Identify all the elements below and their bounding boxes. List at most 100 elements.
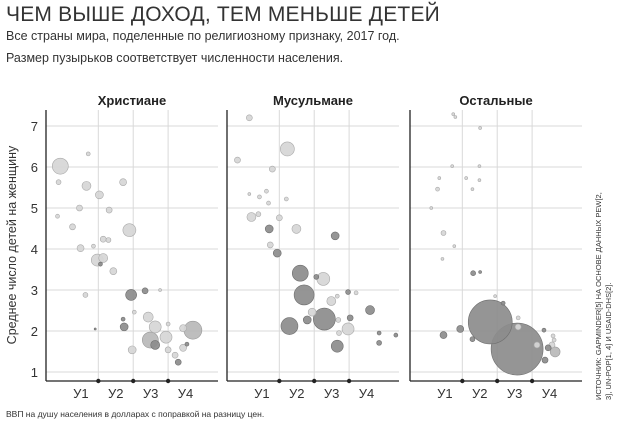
data-bubble — [76, 244, 85, 252]
data-bubble — [439, 331, 448, 339]
data-bubble — [470, 187, 475, 191]
data-bubble — [551, 337, 557, 343]
data-bubble — [264, 188, 269, 194]
data-bubble — [544, 344, 552, 352]
data-bubble — [148, 320, 162, 334]
data-bubble — [346, 314, 354, 322]
data-bubble — [435, 186, 440, 192]
y-tick-label: 4 — [31, 242, 38, 257]
data-bubble — [91, 243, 96, 249]
x-tick-label: У3 — [324, 386, 340, 401]
data-bubble — [335, 317, 342, 323]
panel-title: Остальные — [459, 93, 532, 108]
data-bubble — [122, 223, 137, 237]
x-tick-label: У2 — [472, 386, 488, 401]
data-bubble — [429, 206, 434, 210]
x-tick-label: У4 — [178, 386, 194, 401]
data-bubble — [345, 289, 351, 295]
data-bubble — [541, 327, 547, 333]
data-bubble — [330, 231, 340, 241]
data-bubble — [255, 211, 262, 217]
data-bubble — [158, 288, 162, 292]
data-bubble — [334, 293, 340, 299]
data-bubble — [280, 141, 295, 157]
y-tick-label: 7 — [31, 119, 38, 134]
data-bubble — [150, 340, 160, 350]
data-bubble — [105, 206, 113, 214]
y-tick-label: 5 — [31, 201, 38, 216]
data-bubble — [437, 176, 442, 180]
data-bubble — [266, 200, 271, 206]
panel-title: Мусульмане — [273, 93, 353, 108]
data-bubble — [326, 296, 337, 306]
data-bubble — [452, 244, 457, 248]
data-bubble — [284, 196, 289, 202]
data-bubble — [376, 330, 382, 336]
x-tick-label: У4 — [359, 386, 375, 401]
y-axis-label: Среднее число детей на женщину — [5, 145, 19, 344]
data-bubble — [440, 257, 445, 261]
data-bubble — [142, 311, 154, 323]
data-bubble — [291, 224, 302, 234]
x-axis-tick-dot — [346, 378, 352, 384]
x-tick-label: У4 — [542, 386, 558, 401]
x-axis-tick-dot — [460, 378, 465, 384]
x-tick-label: У1 — [437, 386, 453, 401]
data-bubble — [266, 241, 274, 249]
data-bubble — [234, 156, 241, 164]
x-tick-label: У2 — [108, 386, 124, 401]
data-bubble — [533, 341, 541, 349]
data-bubble — [280, 317, 299, 335]
data-bubble — [467, 299, 513, 345]
data-bubble — [85, 151, 91, 157]
data-bubble — [469, 336, 476, 342]
data-bubble — [393, 332, 399, 338]
data-bubble — [95, 190, 104, 200]
data-bubble — [365, 305, 375, 315]
data-bubble — [450, 164, 454, 168]
x-tick-label: У2 — [289, 386, 305, 401]
data-bubble — [451, 112, 456, 116]
data-bubble — [549, 346, 561, 358]
data-bubble — [159, 330, 173, 344]
data-bubble — [247, 192, 252, 196]
data-bubble — [131, 309, 137, 315]
data-bubble — [336, 330, 342, 336]
data-bubble — [81, 181, 92, 191]
data-bubble — [55, 179, 62, 185]
data-bubble — [269, 165, 276, 173]
data-bubble — [302, 315, 312, 325]
data-bubble — [272, 248, 282, 258]
x-axis-tick-dot — [165, 378, 171, 384]
data-bubble — [51, 157, 69, 175]
data-bubble — [109, 267, 118, 275]
x-axis-tick-dot — [131, 378, 136, 384]
y-tick-label: 6 — [31, 160, 38, 175]
x-axis-tick-dot — [96, 378, 101, 384]
data-bubble — [246, 212, 257, 222]
panel-title: Христиане — [98, 93, 167, 108]
data-bubble — [341, 322, 355, 336]
data-bubble — [179, 344, 187, 352]
data-bubble — [440, 230, 447, 236]
data-bubble — [165, 321, 171, 327]
chart-title: ЧЕМ ВЫШЕ ДОХОД, ТЕМ МЕНЬШЕ ДЕТЕЙ — [6, 3, 440, 26]
data-bubble — [453, 115, 458, 119]
chart-subtitle: Все страны мира, поделенные по религиозн… — [6, 29, 400, 43]
data-bubble — [171, 351, 179, 359]
data-bubble — [105, 237, 112, 243]
x-axis-tick-dot — [495, 378, 500, 384]
data-bubble — [141, 287, 149, 295]
data-bubble — [550, 333, 556, 339]
data-bubble — [316, 272, 331, 286]
chart-subtitle-size-note: Размер пузырьков соответствует численнос… — [6, 51, 344, 65]
data-bubble — [307, 307, 317, 317]
data-bubble — [464, 176, 468, 180]
data-bubble — [183, 320, 203, 340]
data-bubble — [477, 164, 482, 168]
data-bubble — [246, 114, 253, 122]
x-tick-label: У3 — [507, 386, 523, 401]
x-axis-tick-dot — [277, 378, 282, 384]
data-bubble — [500, 300, 506, 306]
